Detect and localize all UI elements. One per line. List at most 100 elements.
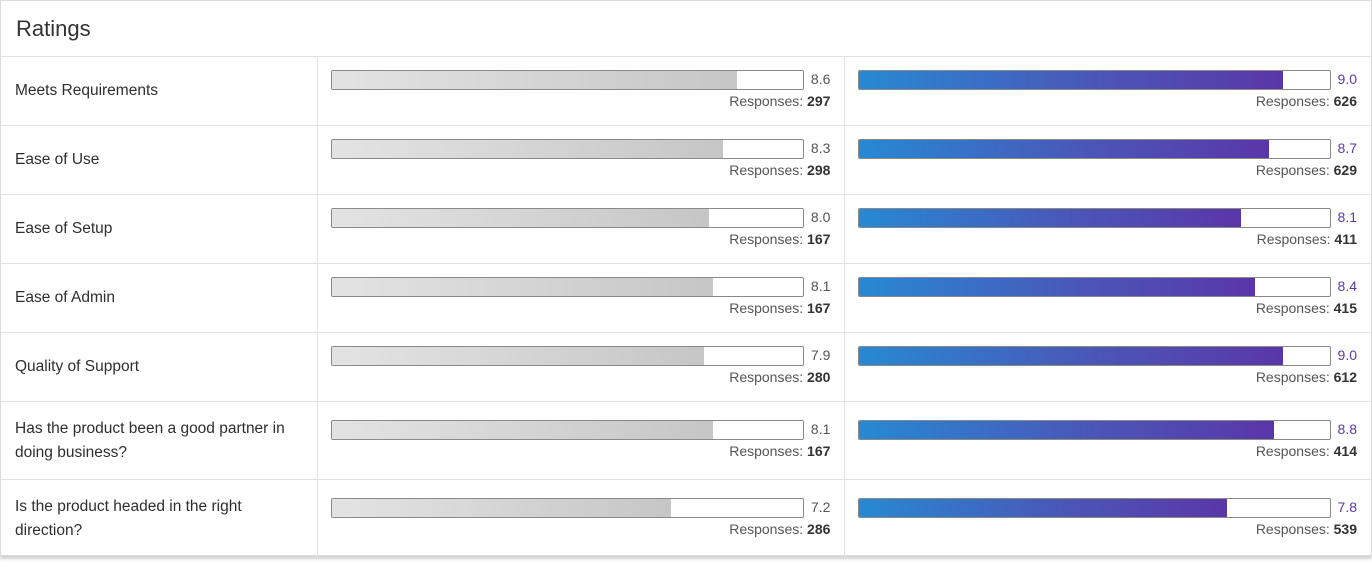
right-score-bar-fill — [859, 209, 1241, 227]
left-score-bar-fill — [331, 421, 714, 439]
left-score-cell: 8.1 Responses: 167 — [318, 264, 845, 332]
responses-count: 411 — [1334, 231, 1357, 247]
ratings-title: Ratings — [1, 1, 1371, 57]
left-score-value: 7.9 — [810, 347, 831, 363]
rating-label: Meets Requirements — [1, 57, 318, 125]
left-score-value: 8.0 — [810, 209, 831, 225]
left-score-bar — [330, 498, 804, 518]
responses-count: 297 — [807, 93, 831, 109]
right-score-cell: 8.1 Responses: 411 — [844, 195, 1371, 263]
responses-count: 414 — [1333, 443, 1357, 459]
left-score-value: 8.3 — [810, 140, 831, 156]
left-score-bar — [330, 346, 804, 366]
responses-count: 629 — [1333, 162, 1357, 178]
left-score-bar-fill — [331, 209, 709, 227]
right-score-cell: 8.8 Responses: 414 — [844, 402, 1371, 479]
responses-count: 539 — [1333, 521, 1357, 537]
left-score-cell: 7.9 Responses: 280 — [318, 333, 845, 401]
responses-count: 415 — [1333, 300, 1357, 316]
rating-label: Quality of Support — [1, 333, 318, 401]
rating-row: Has the product been a good partner in d… — [1, 402, 1371, 480]
right-score-cell: 8.4 Responses: 415 — [844, 264, 1371, 332]
responses-label: Responses: — [1255, 93, 1330, 109]
right-score-bar-fill — [859, 499, 1227, 517]
left-score-cell: 8.6 Responses: 297 — [318, 57, 845, 125]
responses-label: Responses: — [729, 443, 804, 459]
right-score-bar — [858, 208, 1332, 228]
right-score-value: 8.8 — [1337, 421, 1357, 437]
right-responses: Responses: 415 — [1256, 300, 1357, 316]
responses-label: Responses: — [729, 521, 804, 537]
left-responses: Responses: 297 — [729, 93, 830, 109]
left-score-bar — [330, 70, 804, 90]
responses-count: 298 — [807, 162, 831, 178]
left-responses: Responses: 298 — [729, 162, 830, 178]
right-score-value: 8.4 — [1337, 278, 1357, 294]
right-responses: Responses: 626 — [1256, 93, 1357, 109]
left-score-bar — [330, 277, 804, 297]
right-responses: Responses: 629 — [1256, 162, 1357, 178]
rating-label: Ease of Admin — [1, 264, 318, 332]
responses-count: 167 — [807, 443, 831, 459]
rating-row: Ease of Admin 8.1 Responses: 167 8.4 Res… — [1, 264, 1371, 333]
left-score-value: 8.1 — [810, 421, 831, 437]
left-responses: Responses: 167 — [729, 231, 830, 247]
right-score-value: 8.1 — [1337, 209, 1357, 225]
right-score-cell: 9.0 Responses: 626 — [844, 57, 1371, 125]
left-score-bar — [330, 208, 804, 228]
rating-row: Is the product headed in the right direc… — [1, 480, 1371, 557]
responses-count: 167 — [807, 231, 831, 247]
responses-label: Responses: — [1255, 162, 1330, 178]
right-score-bar-fill — [859, 140, 1270, 158]
rating-label: Is the product headed in the right direc… — [1, 480, 318, 557]
left-score-bar — [330, 139, 804, 159]
left-score-cell: 8.1 Responses: 167 — [318, 402, 845, 479]
left-score-bar-fill — [331, 499, 671, 517]
left-score-value: 8.1 — [810, 278, 831, 294]
rating-row: Quality of Support 7.9 Responses: 280 9.… — [1, 333, 1371, 402]
ratings-table: Meets Requirements 8.6 Responses: 297 9.… — [1, 57, 1371, 557]
responses-label: Responses: — [729, 231, 804, 247]
right-score-cell: 9.0 Responses: 612 — [844, 333, 1371, 401]
responses-label: Responses: — [729, 93, 804, 109]
responses-count: 626 — [1333, 93, 1357, 109]
left-responses: Responses: 167 — [729, 300, 830, 316]
responses-label: Responses: — [1255, 443, 1330, 459]
left-responses: Responses: 167 — [729, 443, 830, 459]
rating-row: Ease of Setup 8.0 Responses: 167 8.1 Res… — [1, 195, 1371, 264]
left-score-cell: 8.0 Responses: 167 — [318, 195, 845, 263]
left-score-bar-fill — [331, 278, 714, 296]
left-score-cell: 8.3 Responses: 298 — [318, 126, 845, 194]
left-score-bar-fill — [331, 140, 723, 158]
right-score-bar — [858, 139, 1332, 159]
right-score-value: 7.8 — [1337, 499, 1357, 515]
right-score-value: 8.7 — [1337, 140, 1357, 156]
right-score-bar — [858, 346, 1332, 366]
left-score-bar — [330, 420, 804, 440]
responses-label: Responses: — [1256, 231, 1331, 247]
rating-label: Ease of Use — [1, 126, 318, 194]
right-score-bar — [858, 277, 1332, 297]
right-score-bar-fill — [859, 347, 1284, 365]
right-score-bar — [858, 420, 1332, 440]
responses-label: Responses: — [1255, 369, 1330, 385]
right-responses: Responses: 612 — [1256, 369, 1357, 385]
left-score-bar-fill — [331, 347, 704, 365]
right-score-bar — [858, 70, 1332, 90]
right-responses: Responses: 414 — [1256, 443, 1357, 459]
responses-count: 280 — [807, 369, 831, 385]
rating-label: Has the product been a good partner in d… — [1, 402, 318, 479]
right-score-bar-fill — [859, 278, 1256, 296]
responses-label: Responses: — [729, 162, 804, 178]
responses-count: 167 — [807, 300, 831, 316]
rating-row: Ease of Use 8.3 Responses: 298 8.7 Respo… — [1, 126, 1371, 195]
right-score-bar-fill — [859, 421, 1274, 439]
responses-label: Responses: — [729, 300, 804, 316]
left-responses: Responses: 286 — [729, 521, 830, 537]
responses-count: 612 — [1333, 369, 1357, 385]
left-responses: Responses: 280 — [729, 369, 830, 385]
left-score-value: 7.2 — [810, 499, 831, 515]
left-score-value: 8.6 — [810, 71, 831, 87]
left-score-bar-fill — [331, 71, 737, 89]
